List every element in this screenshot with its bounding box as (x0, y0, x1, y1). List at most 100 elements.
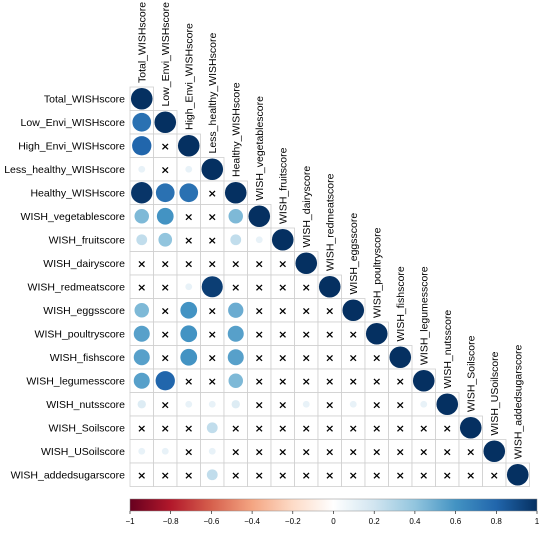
nonsignificant-mark-15-10: × (372, 445, 381, 458)
correlation-circle-6-5 (255, 236, 263, 244)
correlation-circle-8-3 (201, 276, 223, 298)
row-label-14: WISH_Soilscore (49, 422, 126, 434)
nonsignificant-mark-5-2: × (184, 210, 193, 223)
correlation-circle-8-2 (185, 283, 193, 291)
matrix-cells: × × × × × × × × × × × × × × × × × × × × × × × × × × × × × × × × × × × × × × × ×… (129, 86, 530, 487)
nonsignificant-mark-11-3: × (208, 351, 217, 364)
nonsignificant-mark-14-4: × (231, 422, 240, 435)
correlation-circle-14-3 (206, 422, 218, 434)
correlation-circle-6-4 (230, 234, 242, 246)
correlation-circle-5-1 (156, 207, 174, 225)
column-label-12: WISH_legumesscore (418, 266, 430, 365)
nonsignificant-mark-11-1: × (161, 351, 170, 364)
nonsignificant-mark-11-7: × (302, 351, 311, 364)
correlation-circle-11-2 (180, 348, 198, 366)
legend-tick-label-6: 0.2 (369, 517, 381, 526)
nonsignificant-mark-12-6: × (278, 375, 287, 388)
nonsignificant-mark-10-6: × (278, 328, 287, 341)
correlation-circle-13-13 (436, 393, 459, 416)
correlation-circle-5-5 (248, 205, 271, 228)
row-label-3: Less_healthy_WISHscore (4, 164, 125, 176)
legend-tick-label-4: −0.2 (285, 517, 301, 526)
nonsignificant-mark-12-7: × (302, 375, 311, 388)
correlation-circle-13-4 (231, 400, 240, 409)
correlation-circle-3-3 (201, 158, 224, 181)
row-label-2: High_Envi_WISHscore (18, 140, 125, 152)
nonsignificant-mark-16-14: × (466, 469, 475, 482)
column-label-10: WISH_poultryscore (371, 227, 383, 318)
nonsignificant-mark-16-5: × (255, 469, 264, 482)
nonsignificant-mark-12-9: × (349, 375, 358, 388)
correlation-circle-4-1 (155, 183, 175, 203)
legend-tick-label-10: 1 (535, 517, 540, 526)
nonsignificant-mark-8-1: × (161, 281, 170, 294)
nonsignificant-mark-14-8: × (325, 422, 334, 435)
nonsignificant-mark-16-9: × (349, 469, 358, 482)
correlation-circle-16-16 (506, 463, 529, 486)
nonsignificant-mark-15-2: × (184, 445, 193, 458)
nonsignificant-mark-16-7: × (302, 469, 311, 482)
correlation-circle-11-4 (227, 349, 244, 366)
nonsignificant-mark-16-15: × (490, 469, 499, 482)
row-label-8: WISH_redmeatscore (28, 281, 126, 293)
nonsignificant-mark-16-4: × (231, 469, 240, 482)
correlation-circle-6-6 (271, 228, 294, 251)
nonsignificant-mark-9-7: × (302, 304, 311, 317)
row-label-1: Low_Envi_WISHscore (21, 117, 126, 129)
correlation-circle-13-9 (349, 400, 357, 408)
correlation-circle-12-4 (228, 373, 243, 388)
nonsignificant-mark-7-6: × (278, 257, 287, 270)
nonsignificant-mark-7-5: × (255, 257, 264, 270)
correlation-circle-10-4 (227, 325, 244, 342)
nonsignificant-mark-14-7: × (302, 422, 311, 435)
nonsignificant-mark-15-12: × (419, 445, 428, 458)
nonsignificant-mark-15-14: × (466, 445, 475, 458)
correlation-circle-3-2 (185, 165, 193, 173)
row-label-15: WISH_USoilscore (41, 446, 125, 458)
correlation-circle-10-0 (133, 325, 150, 342)
row-label-4: Healthy_WISHscore (30, 187, 125, 199)
nonsignificant-mark-7-0: × (137, 257, 146, 270)
nonsignificant-mark-8-4: × (231, 281, 240, 294)
nonsignificant-mark-12-2: × (184, 375, 193, 388)
nonsignificant-mark-8-7: × (302, 281, 311, 294)
nonsignificant-mark-9-1: × (161, 304, 170, 317)
correlation-circle-15-0 (138, 447, 146, 455)
column-label-2: High_Envi_WISHscore (183, 23, 195, 130)
row-label-10: WISH_poultryscore (35, 328, 126, 340)
legend-tick-label-9: 0.8 (491, 517, 503, 526)
nonsignificant-mark-12-8: × (325, 375, 334, 388)
correlation-circle-13-2 (185, 400, 193, 408)
row-label-7: WISH_dairyscore (43, 258, 125, 270)
correlation-circle-9-0 (134, 303, 149, 318)
correlation-circle-15-1 (161, 447, 169, 455)
row-label-11: WISH_fishscore (50, 352, 125, 364)
legend-tick-label-3: −0.4 (244, 517, 260, 526)
correlation-circle-9-4 (228, 302, 244, 318)
nonsignificant-mark-14-6: × (278, 422, 287, 435)
nonsignificant-mark-8-5: × (255, 281, 264, 294)
nonsignificant-mark-12-10: × (372, 375, 381, 388)
column-label-4: Healthy_WISHscore (230, 82, 242, 177)
correlation-circle-5-0 (134, 209, 149, 224)
column-label-8: WISH_redmeatscore (324, 173, 336, 271)
legend-tick-label-7: 0.4 (409, 517, 421, 526)
column-label-13: WISH_nutsscore (442, 310, 454, 389)
correlation-circle-16-3 (206, 469, 218, 481)
nonsignificant-mark-10-9: × (349, 328, 358, 341)
nonsignificant-mark-12-11: × (396, 375, 405, 388)
correlation-circle-2-0 (132, 136, 152, 156)
nonsignificant-mark-8-0: × (137, 281, 146, 294)
nonsignificant-mark-14-12: × (419, 422, 428, 435)
legend-tick-label-5: 0 (331, 517, 336, 526)
correlation-circle-1-1 (154, 111, 177, 134)
nonsignificant-mark-14-13: × (443, 422, 452, 435)
nonsignificant-mark-13-11: × (396, 398, 405, 411)
column-label-0: Total_WISHscore (136, 2, 148, 83)
correlation-circle-13-0 (137, 400, 146, 409)
nonsignificant-mark-16-11: × (396, 469, 405, 482)
nonsignificant-mark-15-4: × (231, 445, 240, 458)
correlation-circle-10-2 (180, 325, 198, 343)
column-label-9: WISH_eggsscore (348, 213, 360, 295)
nonsignificant-mark-8-6: × (278, 281, 287, 294)
